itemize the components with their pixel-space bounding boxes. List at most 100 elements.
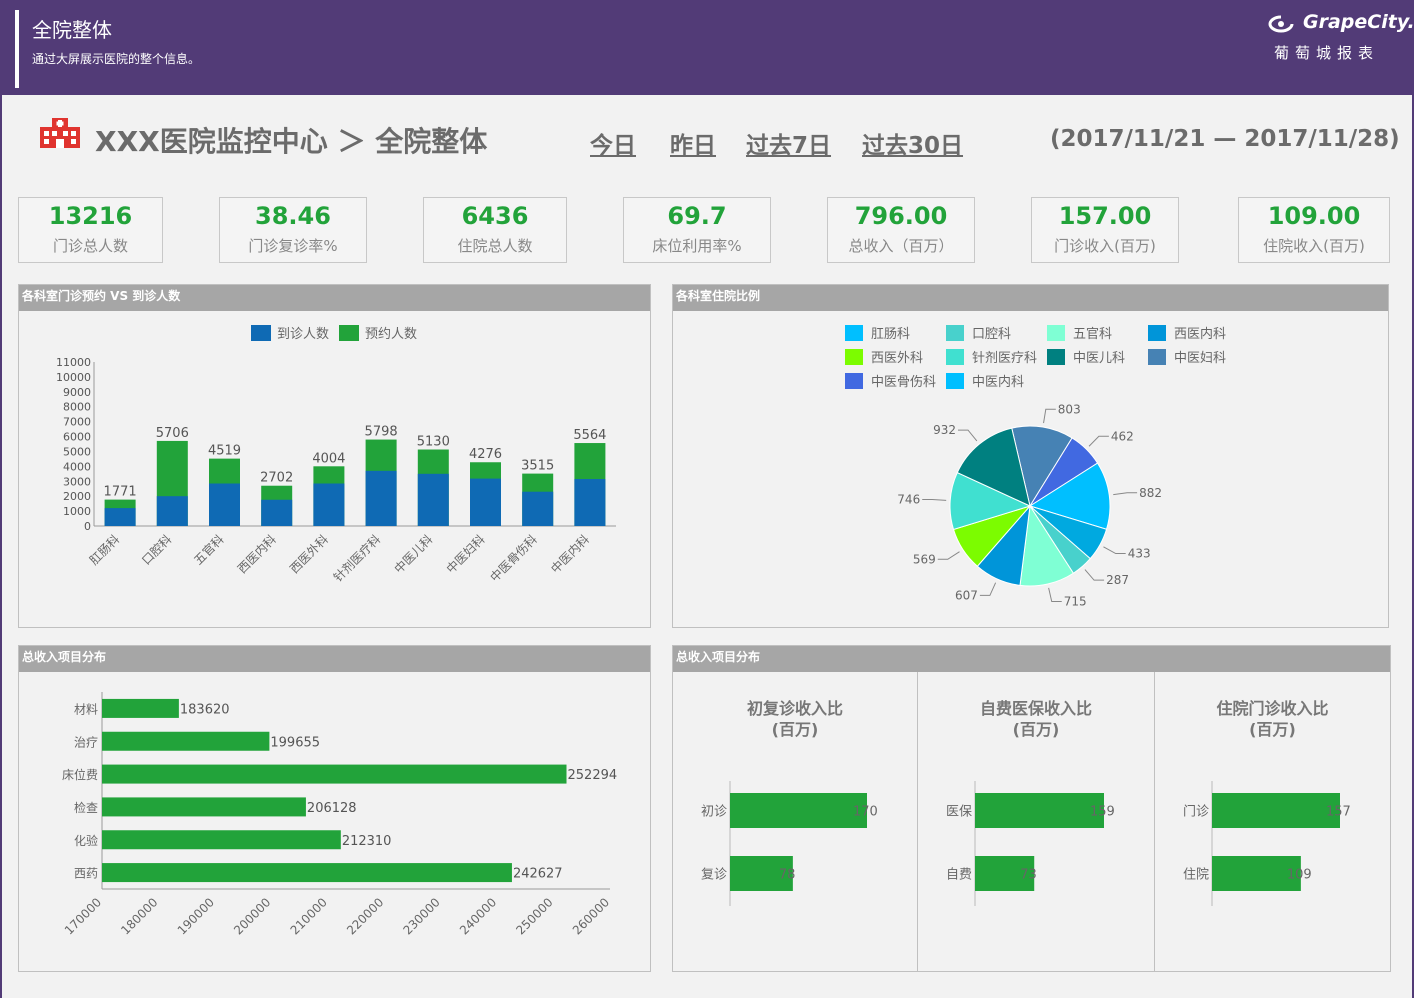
frame-border-right — [1412, 95, 1414, 998]
selfpay-insurance-chart: 医保 159 自费 73 — [946, 781, 1115, 906]
hospital-icon — [40, 118, 80, 148]
bar — [1212, 856, 1301, 891]
y-tick-label: 材料 — [74, 702, 98, 716]
kpi-label: 总收入（百万） — [848, 237, 954, 255]
y-tick-label: 11000 — [56, 356, 91, 369]
kpi-card-outpatient-total: 13216 门诊总人数 — [18, 197, 163, 263]
panel-title: 总收入项目分布 — [19, 646, 650, 672]
pie-leader-line — [937, 551, 960, 560]
pie-leader-line — [1043, 408, 1056, 424]
bar-segment-visits — [574, 479, 606, 526]
bar-segment-visits — [470, 478, 501, 526]
bar-data-label: 5798 — [365, 425, 398, 440]
pie-data-label: 715 — [1064, 595, 1087, 609]
x-tick-label: 肛肠科 — [87, 532, 122, 567]
y-tick-label: 7000 — [63, 416, 91, 429]
kpi-card-inpatient-total: 6436 住院总人数 — [423, 197, 567, 263]
tab-last-30-days[interactable]: 过去30日 — [862, 133, 964, 159]
bar-segment-visits — [104, 508, 136, 526]
inpatient-outpatient-chart: 门诊 157 住院 109 — [1183, 781, 1351, 906]
bar — [102, 830, 341, 850]
bar-segment-visits — [261, 499, 293, 526]
legend-swatch — [845, 325, 863, 341]
x-tick-label: 中医儿科 — [391, 532, 436, 577]
bar-data-label: 78 — [779, 868, 796, 883]
pie-data-label: 932 — [933, 423, 956, 437]
tab-today[interactable]: 今日 — [590, 133, 636, 159]
kpi-label: 门诊总人数 — [52, 237, 128, 255]
tab-yesterday[interactable]: 昨日 — [670, 133, 716, 159]
divider — [1154, 672, 1155, 971]
legend-swatch — [845, 349, 863, 365]
kpi-label: 住院收入(百万) — [1263, 237, 1365, 255]
y-tick-label: 1000 — [63, 505, 91, 518]
pie-leader-line — [1084, 569, 1105, 581]
x-tick-label: 220000 — [344, 895, 386, 937]
bar-data-label: 109 — [1287, 868, 1312, 883]
bar-data-label: 4519 — [208, 444, 241, 459]
x-tick-label: 口腔科 — [138, 532, 174, 568]
bar-segment-visits — [417, 473, 449, 526]
y-tick-label: 0 — [84, 520, 91, 533]
subchart-title: 初复诊收入比 (百万) — [746, 699, 843, 739]
panel-title: 各科室门诊预约 VS 到诊人数 — [19, 285, 650, 311]
pie-leader-line — [1113, 492, 1138, 496]
panel-income-ratios: 总收入项目分布 初复诊收入比 (百万) 初诊 170 复诊 78 自费医保收入比 (百… — [672, 645, 1391, 972]
panel-title: 总收入项目分布 — [673, 646, 1390, 672]
header-subtitle: 通过大屏展示医院的整个信息。 — [32, 52, 201, 66]
subchart-selfpay-insurance: 自费医保收入比 (百万) 医保 159 自费 73 — [918, 646, 1154, 971]
bar-data-label: 4276 — [469, 447, 502, 462]
x-tick-label: 中医妇科 — [443, 532, 488, 577]
legend-label: 预约人数 — [365, 327, 417, 342]
legend-swatch — [1047, 349, 1065, 365]
bar-segment-visits — [365, 470, 397, 526]
y-tick-label: 8000 — [63, 401, 91, 414]
bar-segment-visits — [313, 483, 345, 526]
subchart-inpatient-outpatient: 住院门诊收入比 (百万) 门诊 157 住院 109 — [1155, 646, 1390, 971]
subchart-title: 自费医保收入比 (百万) — [979, 699, 1092, 739]
legend-label: 中医骨伤科 — [871, 375, 936, 390]
bar — [102, 863, 512, 883]
tab-last-7-days[interactable]: 过去7日 — [746, 133, 832, 159]
pie-leader-line — [958, 429, 978, 442]
legend-swatch — [946, 349, 964, 365]
y-tick-label: 9000 — [63, 386, 91, 399]
legend-swatch — [845, 373, 863, 389]
legend-label: 肛肠科 — [871, 327, 910, 342]
frame-border-left — [0, 95, 2, 998]
pie-slice — [1028, 462, 1111, 530]
x-tick-label: 西医内科 — [235, 532, 279, 576]
legend-label: 中医儿科 — [1073, 351, 1125, 366]
bar — [975, 856, 1035, 891]
kpi-value: 69.7 — [667, 202, 727, 230]
y-tick-label: 2000 — [63, 490, 91, 503]
bar-data-label: 5706 — [156, 426, 189, 441]
x-tick-label: 西医外科 — [287, 532, 331, 576]
bar — [102, 731, 270, 751]
bar — [730, 856, 793, 891]
pie-leader-line — [979, 582, 997, 596]
bar-data-label: 170 — [853, 805, 878, 820]
pie-leader-line — [1048, 587, 1062, 603]
kpi-card-outpatient-income: 157.00 门诊收入(百万) — [1031, 197, 1179, 263]
x-tick-label: 200000 — [231, 895, 273, 937]
legend-swatch — [1148, 349, 1166, 365]
bar — [102, 764, 567, 784]
pie-leader-line — [1103, 546, 1126, 555]
y-tick-label: 4000 — [63, 460, 91, 473]
pie-slice — [1011, 425, 1073, 508]
bar-data-label: 4004 — [312, 451, 345, 466]
pie-slice — [956, 427, 1031, 507]
bar — [102, 797, 306, 817]
kpi-label: 门诊收入(百万) — [1054, 237, 1156, 255]
kpi-card-total-income: 796.00 总收入（百万） — [827, 197, 975, 263]
bar-data-label: 157 — [1326, 805, 1351, 820]
pie-data-label: 462 — [1111, 429, 1134, 443]
legend-label: 五官科 — [1073, 326, 1112, 342]
legend-swatch — [946, 325, 964, 341]
bar — [1212, 793, 1340, 828]
pie-data-label: 287 — [1106, 573, 1129, 587]
bar-data-label: 1771 — [104, 485, 137, 500]
